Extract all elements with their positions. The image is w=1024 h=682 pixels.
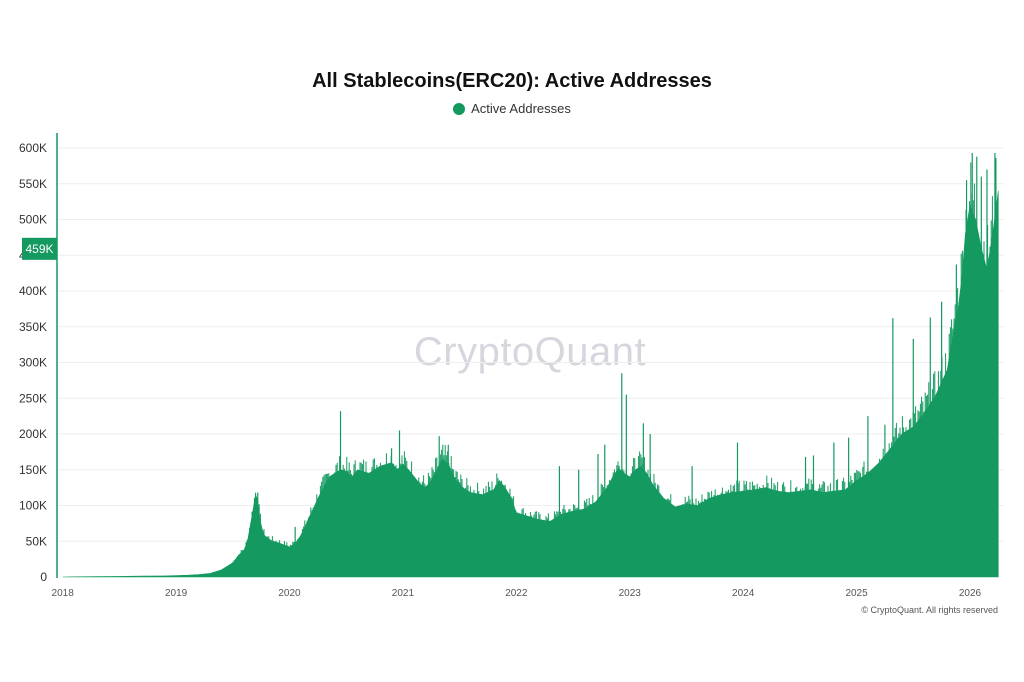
area-texture <box>232 158 998 565</box>
chart-legend[interactable]: Active Addresses <box>0 101 1024 116</box>
chart-title: All Stablecoins(ERC20): Active Addresses <box>312 70 712 92</box>
x-tick-label: 2021 <box>392 588 415 599</box>
y-tick-label: 200K <box>19 427 47 441</box>
watermark: CryptoQuant <box>413 330 647 374</box>
badge-box <box>22 237 57 260</box>
y-tick-label: 400K <box>19 284 47 298</box>
x-tick-label: 2020 <box>278 588 301 599</box>
y-tick-label: 50K <box>26 534 47 548</box>
y-tick-label: 0 <box>40 570 47 584</box>
y-tick-label: 250K <box>19 391 47 405</box>
copyright-notice: © CryptoQuant. All rights reserved <box>861 605 998 615</box>
x-axis-ticks: 2018 2019 2020 2021 2022 2023 2024 2025 2026 <box>52 588 982 599</box>
current-value-badge: 459K <box>22 237 57 260</box>
badge-label: 459K <box>25 242 53 256</box>
x-tick-label: 2023 <box>619 588 642 599</box>
x-tick-label: 2025 <box>845 588 868 599</box>
x-tick-label: 2022 <box>505 588 528 599</box>
area-series <box>62 153 999 578</box>
legend-marker <box>453 102 466 115</box>
x-tick-label: 2019 <box>165 588 188 599</box>
y-tick-label: 600K <box>19 141 47 155</box>
legend-label: Active Addresses <box>471 101 571 116</box>
y-axis-ticks: 050K100K150K200K250K300K350K400K450K500K… <box>19 141 47 584</box>
y-tick-label: 550K <box>19 177 47 191</box>
y-tick-label: 150K <box>19 463 47 477</box>
y-tick-label: 500K <box>19 213 47 227</box>
y-tick-label: 300K <box>19 356 47 370</box>
x-tick-label: 2018 <box>52 588 75 599</box>
x-tick-label: 2026 <box>959 588 982 599</box>
grid-lines <box>57 147 1004 542</box>
y-tick-label: 100K <box>19 499 47 513</box>
x-tick-label: 2024 <box>732 588 755 599</box>
y-tick-label: 350K <box>19 320 47 334</box>
